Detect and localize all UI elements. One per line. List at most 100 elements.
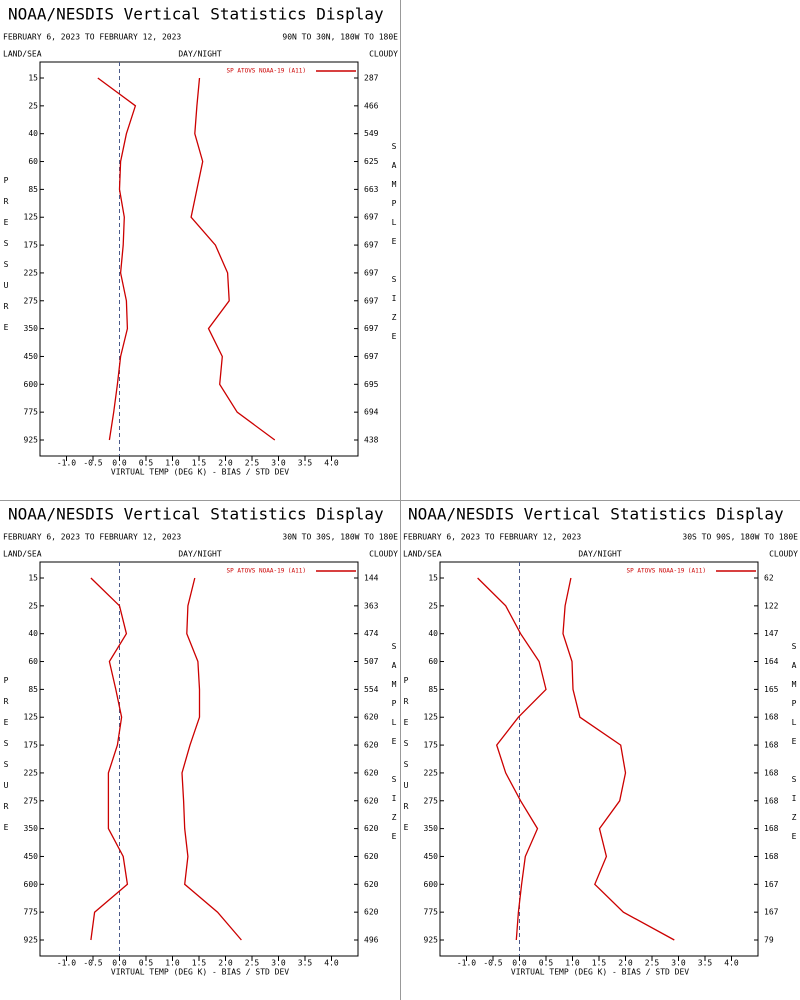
x-tick-label: 1.0 [165, 959, 180, 968]
std-dev-line [181, 577, 242, 941]
x-tick-label: 0.0 [512, 959, 527, 968]
x-tick-label: 2.0 [618, 959, 633, 968]
sample-size: 62 [764, 574, 774, 583]
y-tick-label: 175 [24, 241, 39, 250]
sample-size: 507 [364, 657, 379, 666]
x-tick-label: -0.5 [83, 459, 102, 468]
sample-size: 697 [364, 213, 379, 222]
bias-line [97, 77, 137, 441]
x-tick-label: -1.0 [57, 959, 76, 968]
sample-size: 122 [764, 601, 779, 610]
sample-size: 164 [764, 657, 779, 666]
y-tick-label: 225 [24, 768, 39, 777]
day-night: DAY/NIGHT [178, 550, 222, 559]
sample-size: 147 [764, 629, 779, 638]
y-tick-label: 450 [424, 852, 439, 861]
chart-title: NOAA/NESDIS Vertical Statistics Display [8, 5, 384, 24]
y-tick-label: 85 [28, 185, 38, 194]
x-tick-label: 1.5 [192, 459, 207, 468]
date-range: FEBRUARY 6, 2023 TO FEBRUARY 12, 2023 [3, 533, 181, 542]
y-tick-label: 775 [24, 908, 39, 917]
chart-panel: NOAA/NESDIS Vertical Statistics Display F… [402, 505, 799, 977]
sample-size: 168 [764, 713, 779, 722]
day-night: DAY/NIGHT [578, 550, 622, 559]
region: 30S TO 90S, 180W TO 180E [682, 533, 798, 542]
x-tick-label: -1.0 [457, 959, 476, 968]
y-tick-label: 350 [424, 824, 439, 833]
y-tick-label: 350 [24, 824, 39, 833]
std-dev-line [190, 77, 276, 441]
region: 90N TO 30N, 180W TO 180E [282, 33, 398, 42]
sample-size: 168 [764, 824, 779, 833]
y-tick-label: 275 [24, 796, 39, 805]
y-tick-label: 175 [424, 741, 439, 750]
y-tick-label: 450 [24, 852, 39, 861]
x-tick-label: 1.5 [592, 959, 607, 968]
x-tick-label: 2.5 [645, 959, 660, 968]
y-tick-label: 25 [28, 101, 38, 110]
sample-size: 554 [364, 685, 379, 694]
sample-size: 697 [364, 324, 379, 333]
y-tick-label: 60 [428, 657, 438, 666]
x-tick-label: -1.0 [57, 459, 76, 468]
sample-size: 620 [364, 741, 379, 750]
date-range: FEBRUARY 6, 2023 TO FEBRUARY 12, 2023 [403, 533, 581, 542]
x-tick-label: 2.0 [218, 959, 233, 968]
x-tick-label: 2.5 [245, 459, 260, 468]
sample-size: 287 [364, 74, 379, 83]
sample-size: 168 [764, 852, 779, 861]
y2-axis-label: SAMPLE SIZE [790, 642, 799, 851]
x-axis-label: VIRTUAL TEMP (DEG K) - BIAS / STD DEV [511, 968, 689, 977]
land-sea: LAND/SEA [3, 50, 42, 59]
chart-panel: NOAA/NESDIS Vertical Statistics Display F… [2, 5, 399, 477]
y-tick-label: 450 [24, 352, 39, 361]
y-tick-label: 925 [24, 936, 39, 945]
sample-size: 167 [764, 880, 779, 889]
x-tick-label: 3.0 [271, 459, 286, 468]
y-tick-label: 40 [428, 629, 438, 638]
y-axis-label: PRESSURE [402, 676, 411, 844]
day-night: DAY/NIGHT [178, 50, 222, 59]
y-tick-label: 40 [28, 629, 38, 638]
y-tick-label: 40 [28, 129, 38, 138]
region: 30N TO 30S, 180W TO 180E [282, 533, 398, 542]
y-tick-label: 60 [28, 657, 38, 666]
x-tick-label: 3.5 [298, 459, 313, 468]
y-tick-label: 85 [28, 685, 38, 694]
sample-size: 549 [364, 129, 379, 138]
x-tick-label: 0.0 [112, 959, 127, 968]
sample-size: 363 [364, 601, 379, 610]
y-tick-label: 600 [24, 380, 39, 389]
y-tick-label: 60 [28, 157, 38, 166]
y-tick-label: 125 [24, 213, 39, 222]
y-tick-label: 350 [24, 324, 39, 333]
cloudy: CLOUDY [769, 550, 798, 559]
x-tick-label: 3.5 [698, 959, 713, 968]
y-tick-label: 25 [428, 601, 438, 610]
x-tick-label: 0.5 [139, 959, 154, 968]
land-sea: LAND/SEA [3, 550, 42, 559]
sample-size: 620 [364, 796, 379, 805]
x-tick-label: 4.0 [724, 959, 739, 968]
y-axis-label: PRESSURE [2, 176, 11, 344]
x-tick-label: 0.0 [112, 459, 127, 468]
sample-size: 620 [364, 852, 379, 861]
y-tick-label: 775 [24, 408, 39, 417]
legend-label: SP ATOVS NOAA-19 (A11) [627, 568, 706, 575]
sample-size: 168 [764, 768, 779, 777]
sample-size: 79 [764, 936, 774, 945]
sample-size: 168 [764, 796, 779, 805]
y2-axis-label: SAMPLE SIZE [390, 642, 399, 851]
x-tick-label: 3.0 [271, 959, 286, 968]
x-tick-label: 2.0 [218, 459, 233, 468]
y-tick-label: 15 [428, 574, 438, 583]
x-tick-label: 0.5 [539, 959, 554, 968]
x-tick-label: 3.5 [298, 959, 313, 968]
sample-size: 474 [364, 629, 379, 638]
x-tick-label: 0.5 [139, 459, 154, 468]
plot-frame [39, 61, 359, 457]
sample-size: 438 [364, 436, 379, 445]
x-tick-label: 1.5 [192, 959, 207, 968]
x-axis-label: VIRTUAL TEMP (DEG K) - BIAS / STD DEV [111, 468, 289, 477]
